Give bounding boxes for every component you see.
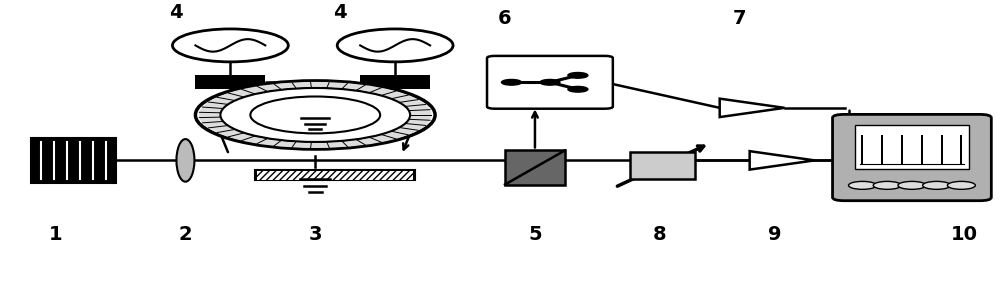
Circle shape [923, 181, 951, 189]
Bar [360, 75, 430, 90]
Bar [630, 152, 695, 179]
Text: 5: 5 [528, 225, 542, 244]
Text: 4: 4 [333, 3, 347, 22]
Circle shape [199, 82, 431, 148]
Text: 3: 3 [309, 225, 322, 244]
Bar [31, 138, 116, 183]
Circle shape [250, 96, 380, 133]
Circle shape [337, 29, 453, 62]
Text: 4: 4 [169, 3, 182, 22]
Text: 2: 2 [179, 225, 192, 244]
Circle shape [568, 73, 588, 78]
Text: 10: 10 [951, 225, 978, 244]
Circle shape [873, 181, 901, 189]
Circle shape [568, 86, 588, 92]
Circle shape [540, 80, 560, 85]
Circle shape [172, 29, 288, 62]
Text: 6: 6 [498, 9, 512, 28]
FancyBboxPatch shape [487, 56, 613, 109]
Text: 7: 7 [733, 9, 746, 28]
Circle shape [195, 81, 435, 149]
Bar [257, 171, 413, 180]
Circle shape [947, 181, 975, 189]
Bar [505, 150, 565, 184]
Text: 8: 8 [653, 225, 667, 244]
Bar [855, 125, 969, 170]
Ellipse shape [176, 139, 194, 182]
Bar [195, 75, 265, 90]
Circle shape [849, 181, 876, 189]
Text: 1: 1 [49, 225, 62, 244]
Text: 9: 9 [768, 225, 781, 244]
Text: $\omega_1$: $\omega_1$ [241, 130, 258, 143]
Circle shape [501, 80, 521, 85]
Circle shape [898, 181, 926, 189]
Polygon shape [750, 151, 815, 170]
FancyBboxPatch shape [833, 114, 991, 201]
Circle shape [220, 88, 410, 142]
Bar [255, 170, 415, 180]
Circle shape [222, 88, 409, 142]
Polygon shape [720, 99, 785, 117]
Text: $\omega_2$: $\omega_2$ [373, 130, 390, 143]
